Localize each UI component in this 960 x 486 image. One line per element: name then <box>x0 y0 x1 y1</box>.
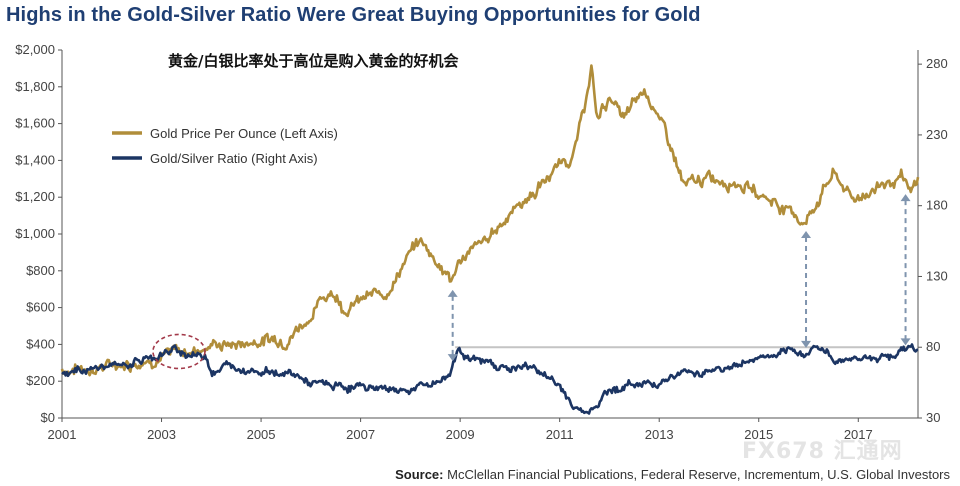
watermark: FX678 汇通网 <box>742 439 903 464</box>
chart-title: Highs in the Gold-Silver Ratio Were Grea… <box>6 4 701 26</box>
arrow-head-up <box>447 289 458 297</box>
right-axis: 30 80 130 180 230 280 <box>918 56 948 425</box>
source-label: Source: <box>395 467 444 482</box>
left-tick-label: $1,400 <box>15 152 55 167</box>
x-tick-label: 2001 <box>48 427 77 442</box>
left-tick-label: $1,200 <box>15 189 55 204</box>
left-tick-label: $0 <box>41 410 55 425</box>
right-tick-label: 130 <box>926 268 948 283</box>
x-tick-label: 2003 <box>147 427 176 442</box>
left-tick-label: $1,000 <box>15 226 55 241</box>
chart-subtitle: 黄金/白银比率处于高位是购入黄金的好机会 <box>168 52 459 70</box>
left-tick-label: $600 <box>26 300 55 315</box>
right-tick-label: 180 <box>926 198 948 213</box>
plot-area <box>60 50 920 419</box>
left-axis: $0 $200 $400 $600 $800 $1,000 $1,200 $1,400 $1,6… <box>15 42 62 425</box>
highlight-ellipse <box>152 333 206 370</box>
left-tick-label: $200 <box>26 373 55 388</box>
left-tick-label: $1,600 <box>15 116 55 131</box>
arrow-head-up <box>900 194 911 202</box>
left-tick-label: $2,000 <box>15 42 55 57</box>
left-tick-label: $800 <box>26 263 55 278</box>
x-axis: 2001 2003 2005 2007 2009 2011 2013 2015 2017 <box>48 418 873 442</box>
legend-label: Gold Price Per Ounce (Left Axis) <box>150 126 338 141</box>
x-tick-label: 2011 <box>546 427 574 442</box>
left-tick-label: $1,800 <box>15 79 55 94</box>
arrow-head-up <box>801 230 812 238</box>
x-tick-label: 2017 <box>844 427 873 442</box>
arrow-head-down <box>447 354 458 362</box>
right-tick-label: 280 <box>926 56 948 71</box>
x-tick-label: 2009 <box>446 427 475 442</box>
arrow-head-down <box>801 340 812 348</box>
legend-label: Gold/Silver Ratio (Right Axis) <box>150 151 318 166</box>
gold-price-line <box>60 64 920 377</box>
x-tick-label: 2007 <box>346 427 375 442</box>
right-tick-label: 80 <box>926 339 940 354</box>
source-note: Source: McClellan Financial Publications… <box>395 467 950 482</box>
left-tick-label: $400 <box>26 336 55 351</box>
x-tick-label: 2013 <box>645 427 674 442</box>
arrow-head-down <box>900 338 911 346</box>
x-tick-label: 2005 <box>247 427 276 442</box>
source-text: McClellan Financial Publications, Federa… <box>447 467 950 482</box>
right-tick-label: 230 <box>926 127 948 142</box>
legend: Gold Price Per Ounce (Left Axis) Gold/Sil… <box>112 126 338 166</box>
right-tick-label: 30 <box>926 410 940 425</box>
x-tick-label: 2015 <box>744 427 773 442</box>
